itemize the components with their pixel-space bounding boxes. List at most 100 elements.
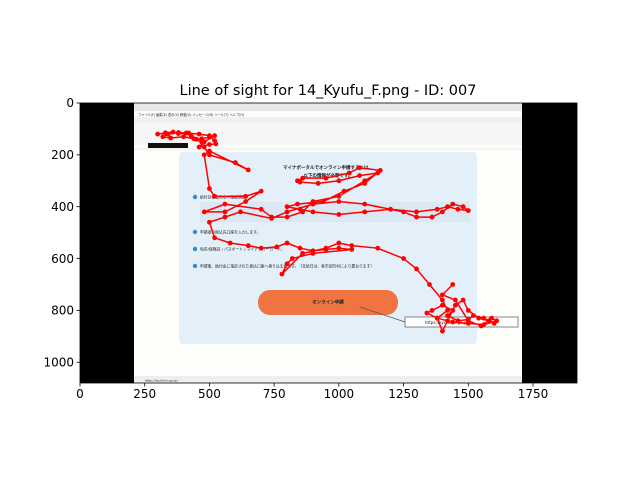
gaze-point — [207, 152, 212, 158]
status-bar-text: https://kyufukin.go.jp/ — [145, 379, 179, 383]
gaze-point — [346, 170, 352, 176]
gaze-point — [191, 136, 197, 142]
gaze-point — [170, 129, 176, 135]
gaze-point — [238, 209, 243, 215]
gaze-point — [323, 245, 329, 251]
gaze-point — [245, 243, 251, 248]
gaze-point — [232, 160, 238, 166]
gaze-point — [284, 209, 290, 215]
step-1-marker — [192, 194, 198, 200]
gaze-point — [429, 214, 435, 220]
plot-area-frame — [79, 102, 578, 384]
gaze-point — [310, 250, 316, 256]
gaze-point — [165, 131, 171, 137]
step-3-marker — [192, 246, 198, 252]
step-4-marker — [192, 263, 198, 269]
toolbar — [134, 117, 522, 123]
gaze-point — [212, 235, 218, 241]
gaze-point — [336, 245, 342, 251]
y-tick-label: 800 — [51, 304, 74, 318]
gaze-point — [320, 199, 326, 204]
gaze-point — [297, 245, 303, 251]
gaze-point — [186, 130, 192, 136]
apply-button — [258, 290, 398, 315]
gaze-point — [445, 308, 450, 313]
card-heading-line2: 以下の情報が必要です。 — [303, 172, 352, 179]
gaze-point — [450, 308, 456, 313]
gaze-point — [295, 201, 300, 207]
step-2-marker — [192, 229, 198, 235]
gaze-point — [401, 256, 406, 261]
gaze-point — [471, 313, 476, 318]
gaze-point — [297, 206, 303, 212]
x-axis: 0 250 500 750 1000 1250 1500 1750 — [76, 383, 548, 401]
gaze-point — [445, 313, 450, 318]
gaze-point — [341, 188, 347, 194]
x-tick-label: 1500 — [453, 387, 484, 401]
gaze-point — [439, 328, 445, 334]
gaze-point — [201, 209, 207, 215]
gaze-point — [160, 134, 166, 140]
gaze-point — [196, 131, 202, 137]
gaze-point — [289, 256, 295, 261]
gaze-point — [196, 144, 202, 150]
gaze-point — [336, 212, 342, 217]
x-tick-label: 0 — [76, 387, 84, 401]
gaze-point — [284, 240, 290, 246]
apply-button-label: オンライン申請 — [312, 299, 344, 306]
gaze-point — [258, 206, 264, 212]
gaze-point — [336, 240, 342, 246]
sender-redaction — [148, 143, 188, 148]
gaze-point — [452, 297, 458, 303]
gaze-point — [439, 209, 445, 215]
y-tick-label: 1000 — [43, 355, 74, 369]
gaze-point — [452, 302, 458, 308]
gaze-point — [279, 271, 285, 277]
gaze-point — [439, 302, 445, 308]
gaze-point — [310, 201, 316, 207]
gaze-point — [181, 134, 186, 140]
gaze-point — [300, 250, 306, 256]
gaze-point — [429, 308, 435, 313]
header-area — [134, 123, 522, 145]
gaze-point — [439, 297, 445, 303]
gaze-point — [310, 209, 316, 215]
gaze-point — [207, 219, 212, 225]
gaze-point — [207, 142, 212, 147]
x-tick-label: 750 — [263, 387, 286, 401]
stimulus-screenshot: ファイル(F) 編集(E) 表示(V) 移動(G) メッセージ(M) ツール(T… — [80, 103, 577, 383]
gaze-point — [269, 215, 274, 221]
gaze-point — [207, 148, 212, 154]
gaze-point — [476, 315, 482, 321]
gaze-point — [295, 178, 300, 184]
gaze-point — [212, 133, 218, 139]
gaze-point — [439, 292, 445, 298]
gaze-point — [315, 180, 321, 186]
gaze-point — [222, 209, 228, 215]
step-3-text: 免許/保険証 / パスポート / マイナンバーカード。 — [200, 247, 284, 252]
gaze-point — [434, 315, 440, 321]
gaze-point — [460, 297, 466, 303]
status-bar — [134, 376, 522, 383]
gaze-point — [336, 178, 342, 184]
chart-title: Line of sight for 14_Kyufu_F.png - ID: 0… — [180, 83, 477, 99]
letterbox-left — [80, 103, 134, 383]
x-tick-label: 1250 — [388, 387, 419, 401]
menu-bar: ファイル(F) 編集(E) 表示(V) 移動(G) メッセージ(M) ツール(T… — [138, 112, 244, 117]
title-bar — [134, 103, 522, 111]
y-tick-label: 200 — [51, 148, 74, 162]
gaze-point — [362, 180, 368, 186]
gaze-point — [450, 201, 456, 207]
x-tick-label: 1000 — [324, 387, 355, 401]
gaze-point — [336, 193, 342, 199]
gaze-point — [445, 204, 450, 210]
gaze-point — [460, 204, 466, 210]
gaze-point — [494, 318, 500, 324]
letterbox-right — [522, 103, 577, 383]
gaze-point — [175, 130, 181, 135]
gaze-point — [207, 133, 212, 139]
gaze-point — [427, 282, 432, 287]
gaze-series — [155, 129, 500, 334]
url-box — [404, 316, 519, 328]
gaze-point — [201, 144, 207, 150]
